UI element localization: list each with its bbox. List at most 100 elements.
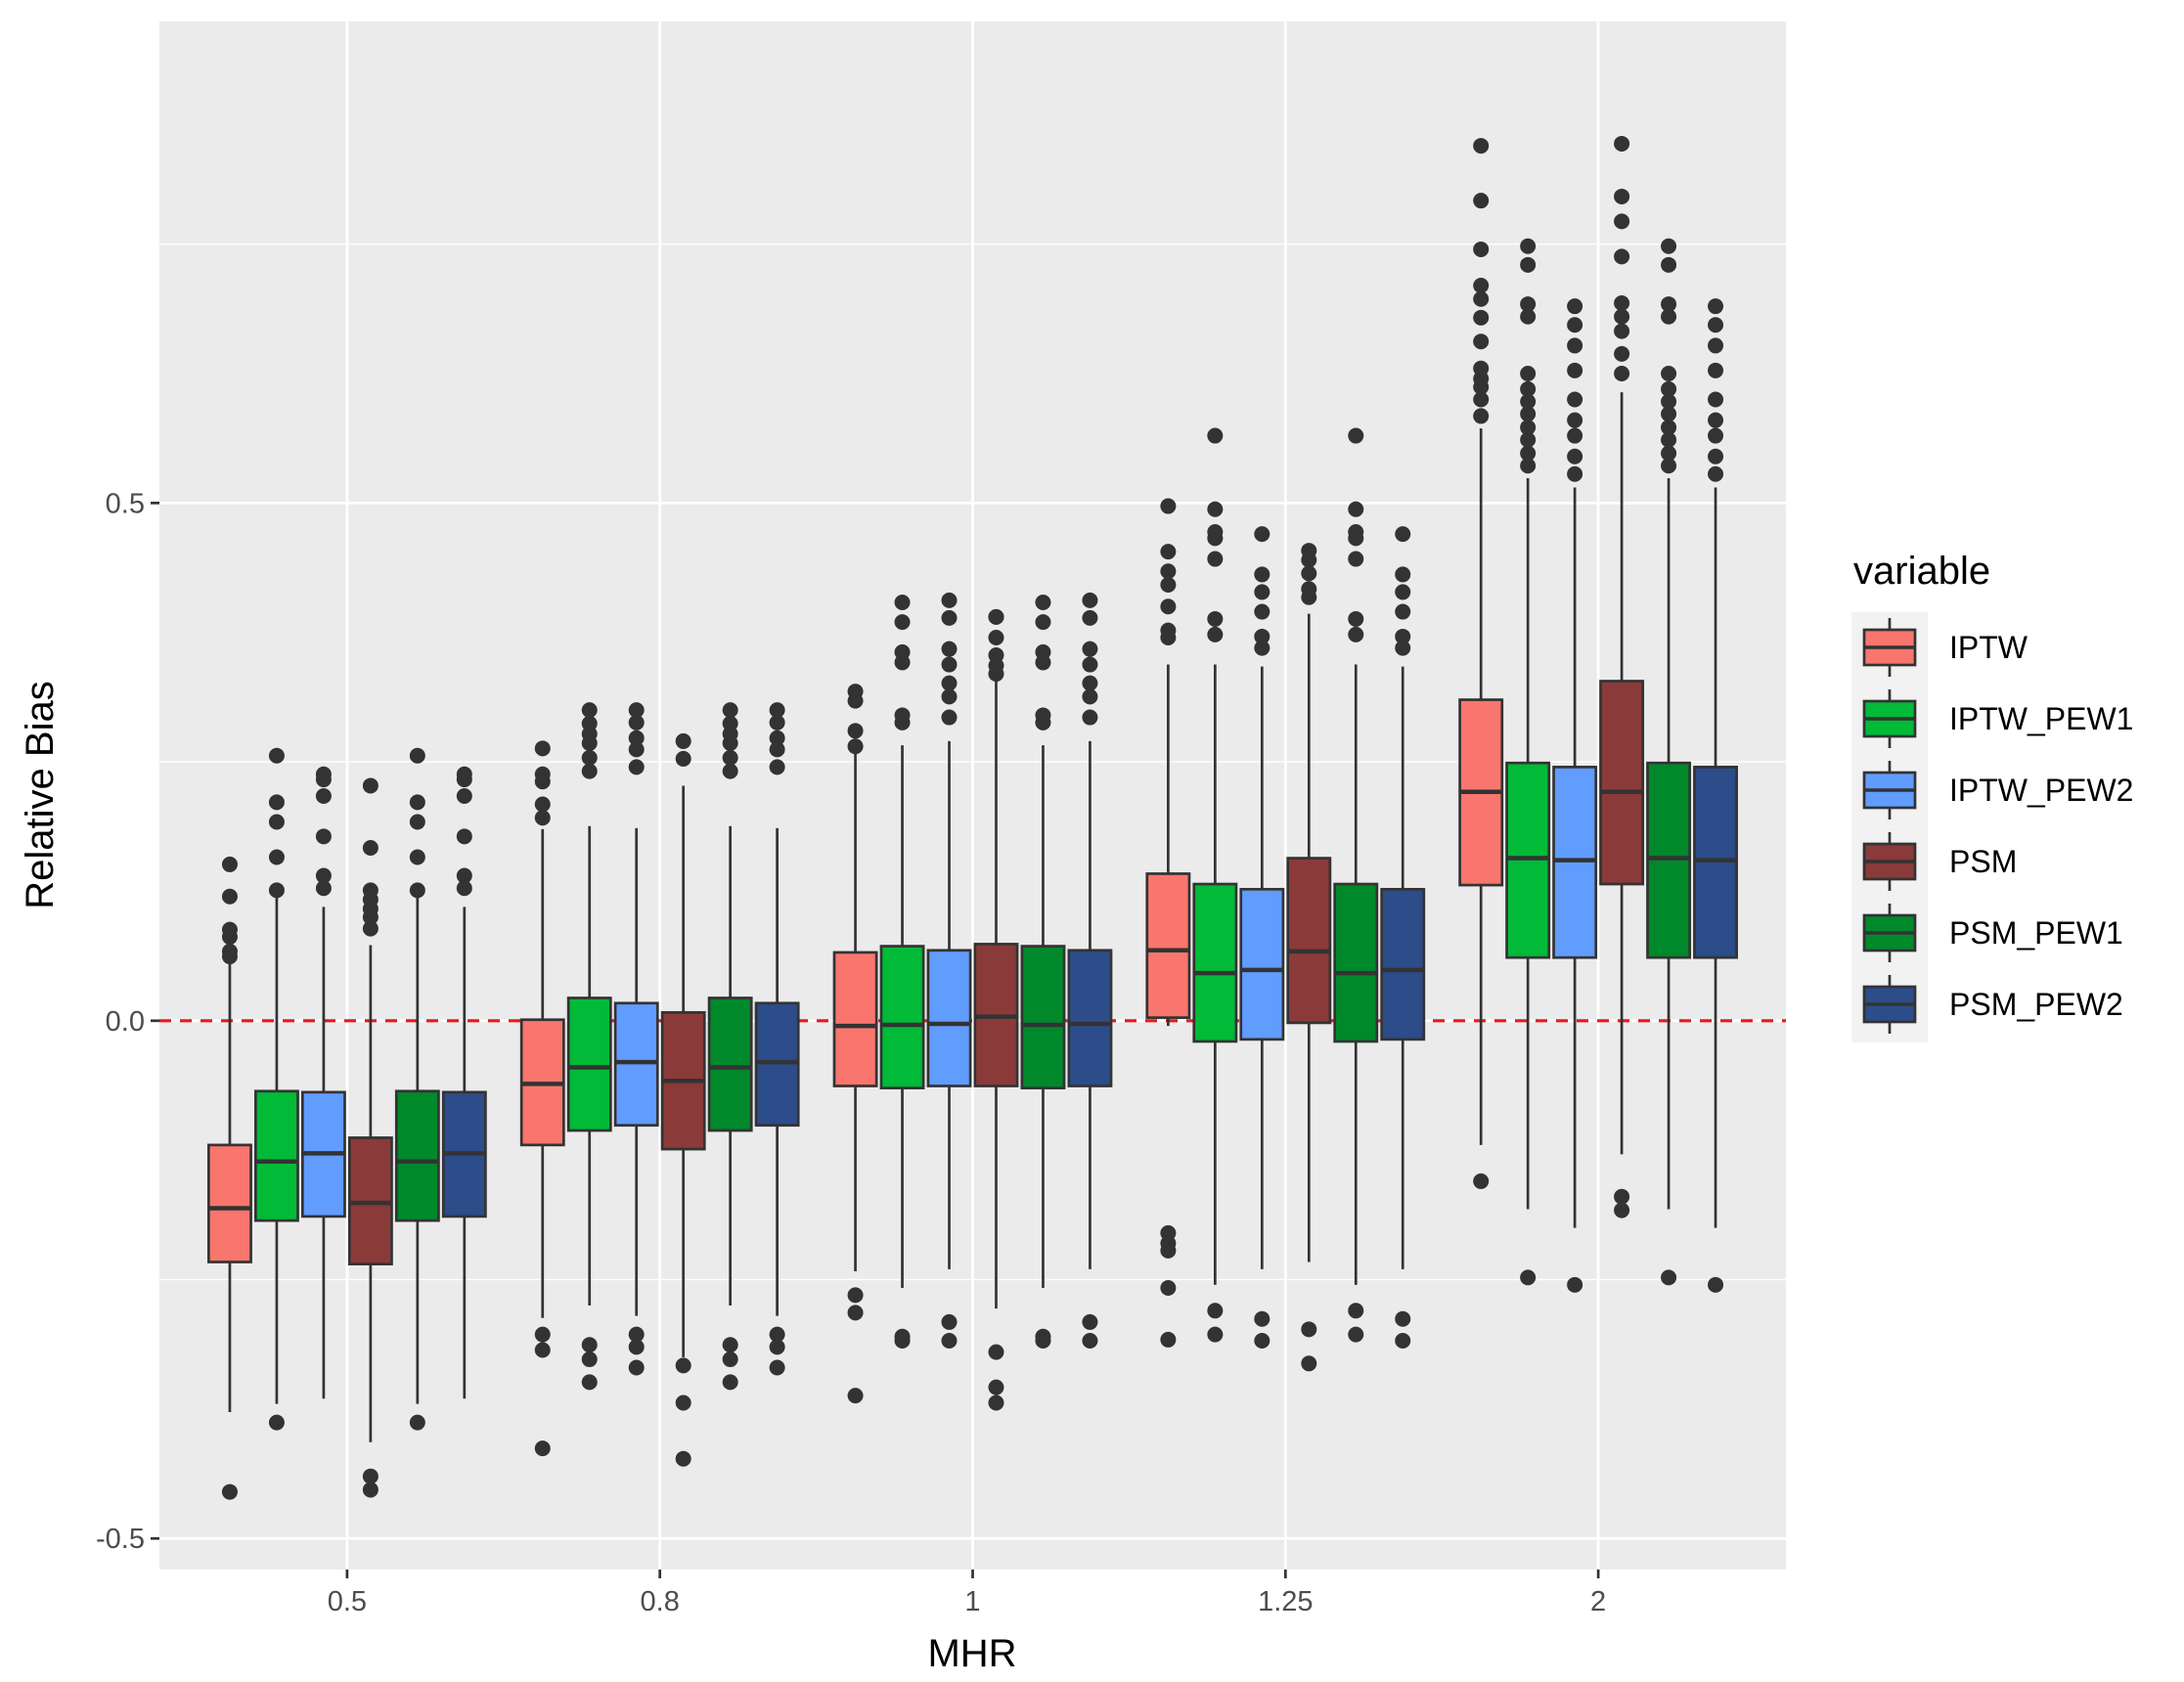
outlier-point [1614,1202,1630,1218]
box-PSM_PEW2-0.8 [754,702,800,1376]
outlier-point [1708,427,1724,444]
outlier-point [1614,248,1630,265]
box-IPTW_PEW2-2 [1552,298,1598,1293]
outlier-point [1395,628,1411,644]
outlier-point [1395,526,1411,543]
axes-layer: -0.5 0.0 0.5 0.5 0.8 1 1.25 2 [96,488,1606,1617]
outlier-point [1207,1326,1224,1343]
box-PSM_PEW1-0.5 [394,747,440,1431]
outlier-point [581,763,598,779]
outlier-point [581,702,598,719]
outlier-point [1473,241,1490,257]
outlier-point [1567,391,1583,408]
outlier-point [675,1394,691,1411]
outlier-point [722,763,738,779]
outlier-point [675,1450,691,1467]
outlier-point [581,1374,598,1391]
outlier-point [1160,544,1177,560]
outlier-point [1661,431,1677,448]
outlier-point [268,794,285,811]
box-IPTW_PEW2-1.25 [1239,526,1285,1349]
outlier-point [1473,360,1490,376]
outlier-point [769,741,785,758]
outlier-point [1661,256,1677,273]
y-tick-label: -0.5 [96,1524,145,1555]
outlier-point [628,1339,645,1355]
outlier-point [1254,584,1270,600]
outlier-point [894,1332,911,1349]
outlier-point [1708,317,1724,333]
box-iqr [1192,882,1238,1043]
outlier-point [268,814,285,830]
outlier-point [581,715,598,731]
box-IPTW_PEW1-1 [879,595,925,1349]
outlier-point [1395,584,1411,600]
legend-label: PSM_PEW2 [1949,987,2123,1022]
box-iqr [566,996,612,1132]
outlier-point [456,788,472,805]
outlier-point [1614,135,1630,152]
outlier-point [534,766,551,782]
outlier-point [1520,420,1537,436]
box-iqr [1286,857,1332,1025]
box-IPTW_PEW1-0.5 [253,747,299,1431]
outlier-point [1661,296,1677,313]
outlier-point [1567,337,1583,354]
outlier-point [1082,656,1098,673]
outlier-point [988,1379,1004,1395]
outlier-point [1207,524,1224,541]
outlier-point [769,714,785,730]
box-PSM_PEW2-1.25 [1380,526,1426,1349]
outlier-point [1082,609,1098,626]
outlier-point [456,880,472,897]
legend-item-PSM_PEW2: PSM_PEW2 [1862,975,2123,1034]
box-layer [207,135,1738,1500]
box-iqr [832,951,878,1087]
outlier-point [722,715,738,731]
outlier-point [534,1440,551,1457]
outlier-point [1520,431,1537,448]
outlier-point [628,714,645,730]
outlier-point [1207,551,1224,567]
outlier-point [1661,380,1677,397]
outlier-point [941,709,958,726]
outlier-point [315,880,332,897]
outlier-point [1207,626,1224,642]
box-iqr [394,1089,440,1222]
outlier-point [988,1344,1004,1360]
outlier-point [1567,362,1583,378]
outlier-point [988,647,1004,664]
outlier-point [628,1359,645,1376]
outlier-point [1160,1331,1177,1348]
outlier-point [1520,445,1537,462]
legend-label: IPTW_PEW2 [1949,773,2133,808]
outlier-point [1520,406,1537,422]
box-iqr [253,1089,299,1222]
outlier-point [1395,566,1411,583]
outlier-point [1160,577,1177,594]
outlier-point [1082,688,1098,705]
outlier-point [1254,566,1270,583]
box-iqr [926,949,972,1087]
outlier-point [1614,366,1630,382]
x-tick-label: 1 [964,1586,980,1617]
outlier-point [769,1339,785,1355]
outlier-point [315,766,332,782]
outlier-point [1254,640,1270,656]
legend-key-background [1851,612,1928,1042]
outlier-point [409,849,425,865]
outlier-point [456,766,472,782]
outlier-point [1614,188,1630,204]
outlier-point [722,1337,738,1353]
outlier-point [1708,448,1724,465]
box-PSM_PEW2-2 [1693,298,1738,1293]
outlier-point [1614,1188,1630,1205]
outlier-point [409,882,425,899]
outlier-point [1661,238,1677,254]
outlier-point [1567,448,1583,465]
outlier-point [315,867,332,884]
x-axis-title: MHR [927,1632,1016,1675]
legend-item-IPTW_PEW1: IPTW_PEW1 [1862,689,2133,748]
outlier-point [1301,1321,1317,1338]
outlier-point [1395,1332,1411,1349]
